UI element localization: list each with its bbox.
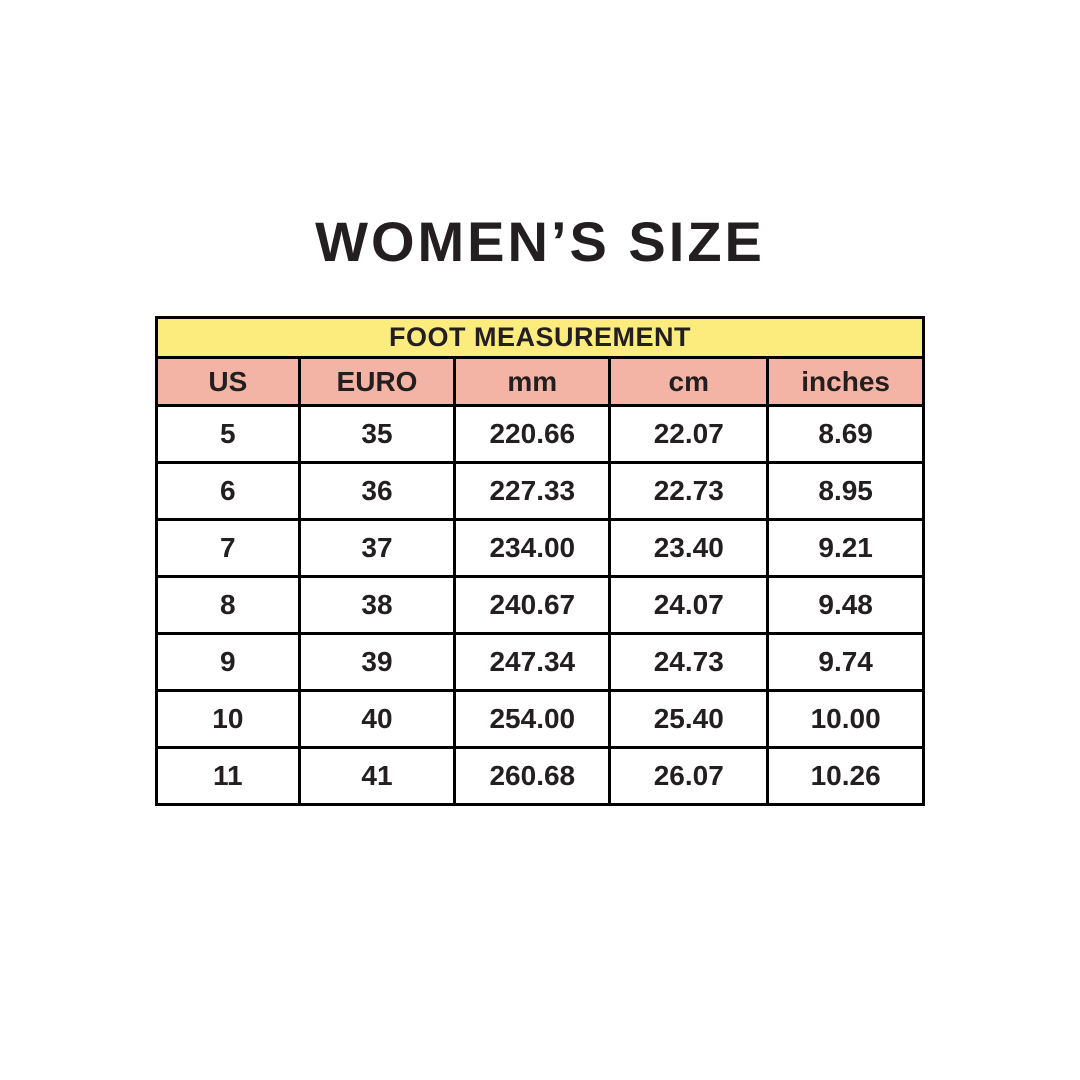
page-title: WOMEN’S SIZE: [315, 210, 765, 273]
table-row: 11 41 260.68 26.07 10.26: [155, 746, 925, 806]
cell-us: 9: [155, 632, 301, 692]
cell-inches: 9.48: [766, 575, 925, 635]
cell-cm: 22.07: [608, 404, 770, 464]
column-header-mm: mm: [453, 356, 612, 407]
cell-cm: 26.07: [608, 746, 770, 806]
cell-mm: 234.00: [453, 518, 612, 578]
table-row: 8 38 240.67 24.07 9.48: [155, 575, 925, 635]
cell-us: 5: [155, 404, 301, 464]
cell-cm: 23.40: [608, 518, 770, 578]
table-row: 7 37 234.00 23.40 9.21: [155, 518, 925, 578]
column-header-euro: EURO: [297, 356, 457, 407]
cell-euro: 41: [297, 746, 457, 806]
table-row: 5 35 220.66 22.07 8.69: [155, 404, 925, 464]
cell-us: 8: [155, 575, 301, 635]
table-row: 6 36 227.33 22.73 8.95: [155, 461, 925, 521]
cell-us: 11: [155, 746, 301, 806]
cell-euro: 36: [297, 461, 457, 521]
cell-euro: 38: [297, 575, 457, 635]
cell-inches: 9.21: [766, 518, 925, 578]
cell-euro: 39: [297, 632, 457, 692]
table-row: 10 40 254.00 25.40 10.00: [155, 689, 925, 749]
cell-euro: 37: [297, 518, 457, 578]
cell-inches: 8.95: [766, 461, 925, 521]
cell-mm: 247.34: [453, 632, 612, 692]
cell-us: 6: [155, 461, 301, 521]
cell-euro: 40: [297, 689, 457, 749]
cell-inches: 9.74: [766, 632, 925, 692]
table-row: 9 39 247.34 24.73 9.74: [155, 632, 925, 692]
cell-mm: 220.66: [453, 404, 612, 464]
cell-cm: 22.73: [608, 461, 770, 521]
cell-inches: 10.26: [766, 746, 925, 806]
cell-mm: 254.00: [453, 689, 612, 749]
cell-inches: 10.00: [766, 689, 925, 749]
cell-mm: 240.67: [453, 575, 612, 635]
column-header-inches: inches: [766, 356, 925, 407]
column-header-row: US EURO mm cm inches: [155, 356, 925, 407]
column-header-us: US: [155, 356, 301, 407]
column-header-cm: cm: [608, 356, 770, 407]
cell-cm: 24.07: [608, 575, 770, 635]
foot-measurement-banner: FOOT MEASUREMENT: [155, 316, 925, 359]
cell-cm: 24.73: [608, 632, 770, 692]
cell-inches: 8.69: [766, 404, 925, 464]
cell-us: 7: [155, 518, 301, 578]
cell-mm: 227.33: [453, 461, 612, 521]
cell-us: 10: [155, 689, 301, 749]
cell-cm: 25.40: [608, 689, 770, 749]
size-conversion-table: FOOT MEASUREMENT US EURO mm cm inches 5 35 220…: [155, 316, 925, 806]
banner-row: FOOT MEASUREMENT: [155, 316, 925, 359]
cell-euro: 35: [297, 404, 457, 464]
cell-mm: 260.68: [453, 746, 612, 806]
